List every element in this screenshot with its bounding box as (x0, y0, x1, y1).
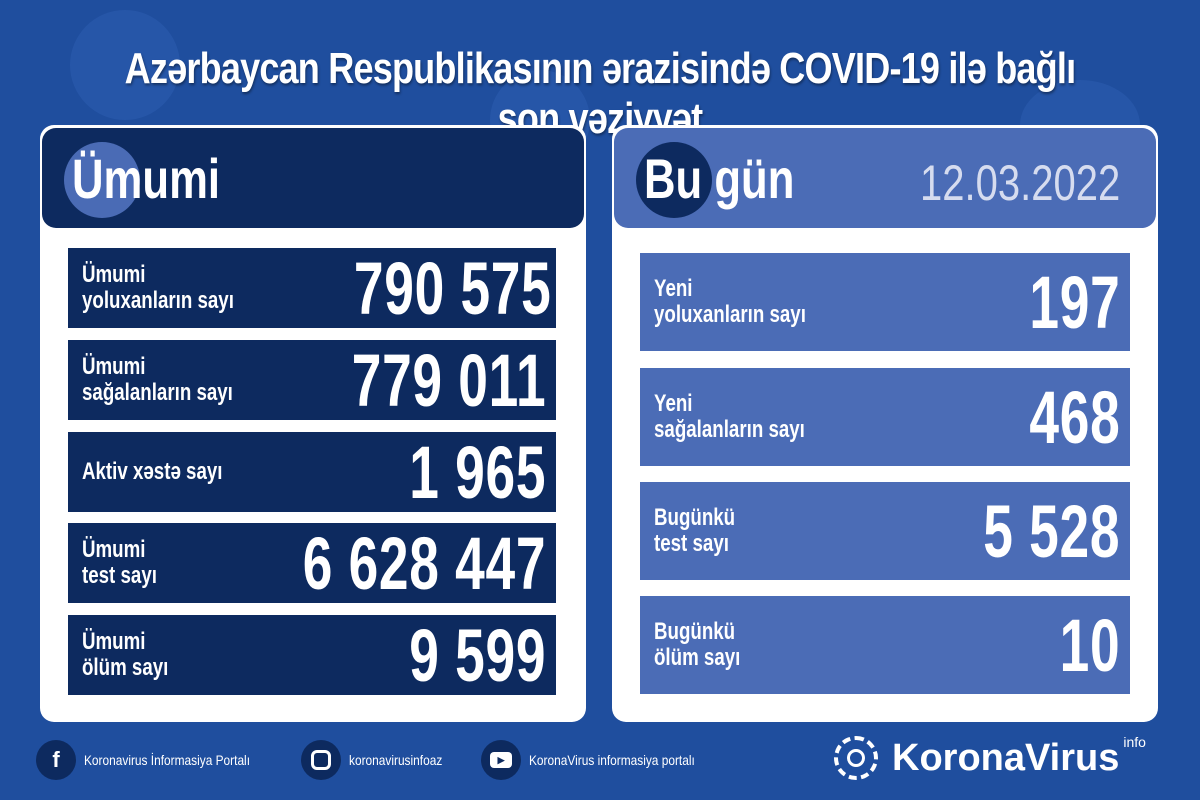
instagram-label: koronavirusinfoaz (349, 752, 443, 768)
instagram-icon (301, 740, 342, 780)
report-date: 12.03.2022 (919, 155, 1120, 211)
stat-label: Ümumi (82, 628, 146, 655)
stat-label: Bugünkü (654, 504, 736, 531)
stat-value: 779 011 (351, 338, 546, 422)
stat-value: 468 (1028, 375, 1120, 459)
stat-row: Ümumi ölüm sayı 9 599 (68, 613, 556, 697)
virus-icon (636, 142, 712, 218)
stat-label: Ümumi (82, 261, 146, 288)
stat-row: Bugünkü ölüm sayı 10 (640, 596, 1130, 694)
youtube-icon: ▶ (481, 740, 522, 780)
stat-row: Ümumi sağalanların sayı 779 011 (68, 338, 556, 422)
stat-value: 9 599 (409, 613, 546, 697)
stat-value: 197 (1028, 260, 1120, 344)
footer-social: f Koronavirus İnformasiya Portalı korona… (36, 735, 746, 785)
stat-label: Bugünkü (654, 618, 736, 645)
stat-label: Ümumi (82, 353, 146, 380)
stat-label: ölüm sayı (654, 644, 741, 671)
stat-row: Yeni sağalanların sayı 468 (640, 368, 1130, 466)
stat-label: ölüm sayı (82, 654, 169, 681)
today-header: Bu gün 12.03.2022 (614, 128, 1156, 228)
stat-row: Ümumi yoluxanların sayı 790 575 (68, 246, 556, 330)
virus-icon (64, 142, 140, 218)
facebook-link[interactable]: f Koronavirus İnformasiya Portalı (36, 740, 279, 780)
stat-label: test sayı (82, 562, 157, 589)
sun-logo-icon (834, 736, 878, 780)
stat-label: Yeni (654, 275, 693, 302)
stat-value: 790 575 (353, 246, 552, 330)
stat-value: 1 965 (409, 430, 546, 514)
youtube-label: KoronaVirus informasiya portalı (529, 752, 695, 768)
total-panel: Ümumi Ümumi yoluxanların sayı 790 575 Ümu… (40, 125, 586, 722)
today-panel: Bu gün 12.03.2022 Yeni yoluxanların sayı … (612, 125, 1158, 722)
stat-label: Aktiv xəstə sayı (82, 458, 223, 485)
instagram-link[interactable]: koronavirusinfoaz (301, 740, 459, 780)
stat-label: sağalanların sayı (654, 416, 805, 443)
stat-row: Ümumi test sayı 6 628 447 (68, 521, 556, 605)
stat-row: Yeni yoluxanların sayı 197 (640, 253, 1130, 351)
brand-name: KoronaVirus (892, 736, 1120, 779)
today-heading: Bu gün (644, 147, 795, 210)
stat-label: sağalanların sayı (82, 379, 233, 406)
facebook-icon: f (36, 740, 76, 780)
virus-decoration (70, 10, 180, 120)
stat-value: 6 628 447 (302, 521, 546, 605)
brand-sup: info (1123, 734, 1146, 750)
stat-label: yoluxanların sayı (654, 301, 806, 328)
stat-label: yoluxanların sayı (82, 287, 234, 314)
total-heading: Ümumi (72, 147, 221, 210)
total-header: Ümumi (42, 128, 584, 228)
stat-label: Yeni (654, 390, 693, 417)
stat-row: Bugünkü test sayı 5 528 (640, 482, 1130, 580)
stat-label: test sayı (654, 530, 729, 557)
stat-value: 5 528 (983, 489, 1120, 573)
koronavirus-logo: KoronaVirus info (834, 734, 1146, 780)
facebook-label: Koronavirus İnformasiya Portalı (84, 752, 251, 768)
stat-value: 10 (1059, 603, 1120, 687)
stat-row: Aktiv xəstə sayı 1 965 (68, 430, 556, 514)
youtube-link[interactable]: ▶ KoronaVirus informasiya portalı (481, 740, 724, 780)
stat-label: Ümumi (82, 536, 146, 563)
